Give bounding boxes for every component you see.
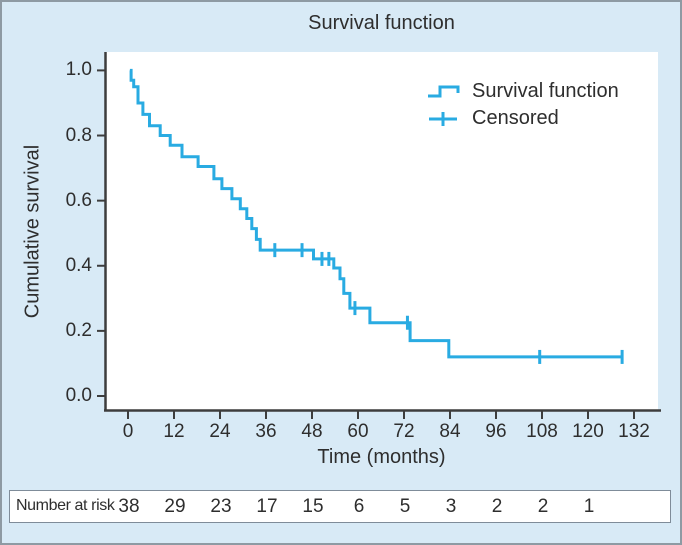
y-tick-label: 0.8 <box>65 124 92 146</box>
risk-count: 5 <box>399 496 411 517</box>
legend: Survival function Censored <box>426 78 619 132</box>
number-at-risk-box: Number at risk 38 29 23 17 15 6 5 3 2 2 1 <box>9 490 671 523</box>
x-tick-label: 120 <box>572 421 604 442</box>
x-tick-label: 60 <box>347 421 369 442</box>
legend-item-survival-function: Survival function <box>426 78 619 105</box>
x-tick-label: 48 <box>301 421 323 442</box>
x-tick-label: 72 <box>393 421 415 442</box>
number-at-risk-label: Number at risk <box>16 497 115 514</box>
risk-count: 38 <box>118 496 140 517</box>
risk-count: 15 <box>302 496 324 517</box>
y-tick-label: 1.0 <box>65 59 92 81</box>
x-tick-label: 108 <box>526 421 558 442</box>
y-axis-label: Cumulative survival <box>21 144 44 319</box>
chart-title: Survival function <box>308 12 455 34</box>
risk-count: 6 <box>353 496 365 517</box>
legend-item-censored: Censored <box>426 105 619 132</box>
y-tick-label: 0.4 <box>65 254 92 276</box>
risk-count: 17 <box>256 496 278 517</box>
y-tick-label: 0.2 <box>65 319 92 341</box>
survival-chart <box>97 52 661 419</box>
risk-count: 23 <box>210 496 232 517</box>
y-tick-label: 0.6 <box>65 189 92 211</box>
x-tick-label: 84 <box>439 421 461 442</box>
risk-count: 2 <box>537 496 549 517</box>
risk-count: 3 <box>445 496 457 517</box>
plus-icon <box>429 111 457 126</box>
x-tick-label: 12 <box>163 421 185 442</box>
x-axis-label: Time (months) <box>317 446 446 468</box>
x-tick-label: 36 <box>255 421 277 442</box>
legend-label: Censored <box>472 107 559 129</box>
x-tick-label: 96 <box>485 421 507 442</box>
x-tick-label: 24 <box>209 421 231 442</box>
legend-label: Survival function <box>472 80 619 102</box>
step-line-icon <box>428 85 460 97</box>
x-tick-label: 132 <box>618 421 650 442</box>
x-tick-label: 0 <box>122 421 134 442</box>
risk-count: 1 <box>583 496 595 517</box>
survival-curve <box>129 68 623 359</box>
y-tick-label: 0.0 <box>65 385 92 406</box>
plot-area <box>105 52 658 410</box>
risk-count: 2 <box>491 496 503 517</box>
risk-count: 29 <box>164 496 186 517</box>
